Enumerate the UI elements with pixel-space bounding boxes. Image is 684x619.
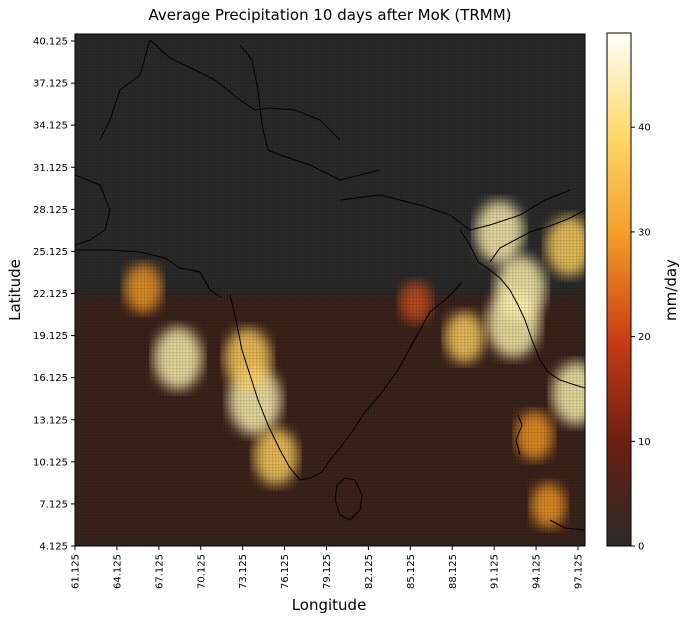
x-tick-label: 64.125 (112, 554, 123, 589)
x-tick-label: 73.125 (238, 554, 249, 589)
x-tick-label: 79.125 (322, 554, 333, 589)
y-tick-label: 25.125 (33, 247, 68, 258)
y-tick-label: 10.125 (33, 457, 68, 468)
colorbar: 0 10 20 30 40 mm/day (606, 32, 680, 553)
x-tick-label: 91.125 (490, 554, 501, 589)
colorbar-tick-label: 0 (638, 542, 644, 553)
x-tick-label: 70.125 (196, 554, 207, 589)
x-tick-label: 76.125 (280, 554, 291, 589)
y-tick-label: 34.125 (33, 121, 68, 132)
y-axis-label: Latitude (6, 259, 24, 321)
chart-title: Average Precipitation 10 days after MoK … (148, 6, 511, 24)
x-tick-label: 85.125 (406, 554, 417, 589)
y-tick-label: 7.125 (39, 499, 68, 510)
x-tick-label: 88.125 (448, 554, 459, 589)
y-tick-label: 16.125 (33, 373, 68, 384)
x-axis: 61.125 64.125 67.125 70.125 73.125 76.125 79.1… (71, 546, 585, 589)
coastlines (74, 39, 586, 531)
x-tick-label: 82.125 (364, 554, 375, 589)
colorbar-tick-label: 10 (638, 437, 651, 448)
colorbar-tick-label: 20 (638, 332, 651, 343)
y-tick-label: 13.125 (33, 415, 68, 426)
map-area (74, 33, 586, 547)
y-tick-label: 22.125 (33, 289, 68, 300)
x-tick-label: 94.125 (532, 554, 543, 589)
colorbar-tick-label: 30 (638, 227, 651, 238)
y-axis: 4.125 7.125 10.125 13.125 16.125 19.125 22.125… (33, 37, 75, 553)
x-tick-label: 61.125 (71, 554, 82, 589)
y-tick-label: 37.125 (33, 79, 68, 90)
colorbar-label: mm/day (662, 259, 680, 321)
x-axis-label: Longitude (292, 596, 367, 614)
grid-overlay (75, 34, 585, 546)
y-tick-label: 19.125 (33, 331, 68, 342)
x-tick-label: 97.125 (574, 554, 585, 589)
colorbar-tick-label: 40 (638, 123, 651, 134)
y-tick-label: 4.125 (39, 542, 68, 553)
map-frame (74, 33, 586, 547)
colorbar-ticks: 0 10 20 30 40 (631, 123, 651, 553)
x-tick-label: 67.125 (154, 554, 165, 589)
colorbar-gradient (606, 32, 632, 547)
y-tick-label: 40.125 (33, 37, 68, 48)
y-tick-label: 28.125 (33, 205, 68, 216)
y-tick-label: 31.125 (33, 163, 68, 174)
